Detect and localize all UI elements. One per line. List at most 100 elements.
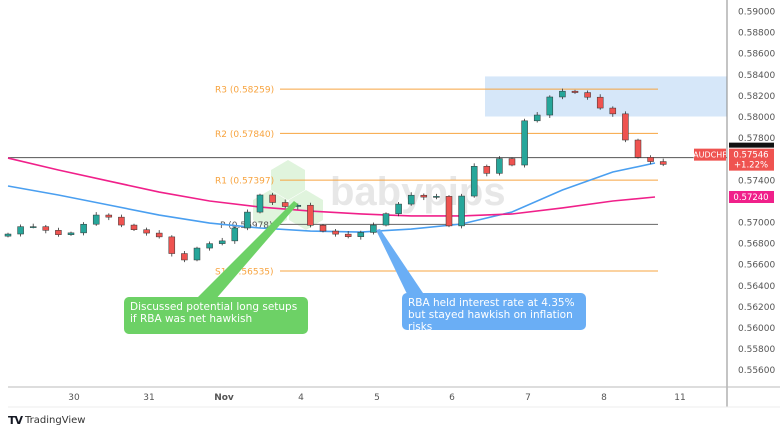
time-tick: 30: [68, 393, 80, 403]
price-tick: 0.58400: [738, 71, 775, 81]
candle-body: [609, 107, 617, 115]
price-tick: 0.56200: [738, 303, 775, 313]
candle-body: [407, 194, 415, 205]
candle-body: [521, 120, 528, 166]
time-tick: 8: [601, 393, 607, 403]
price-tick: 0.59000: [738, 8, 775, 18]
price-tick: 0.58200: [738, 92, 775, 102]
ma-price-badge: [729, 190, 774, 203]
resistance-zone: [485, 76, 727, 117]
candle-body: [596, 96, 604, 109]
candle-body: [647, 157, 654, 162]
candle-body: [244, 211, 251, 229]
candle-body: [634, 139, 642, 158]
annotation-green: Discussed potential long setups if RBA w…: [124, 297, 308, 334]
green-callout-pointer: [195, 201, 298, 300]
candle-body: [118, 216, 125, 226]
pivot-label: R3 (0.58259): [215, 86, 274, 96]
candle-body: [445, 196, 453, 227]
candle-body: [622, 113, 629, 141]
candle-body: [559, 90, 566, 98]
candle-body: [659, 161, 667, 165]
ma-price-label: 0.57240: [733, 193, 768, 203]
annotation-blue: RBA held interest rate at 4.35% but stay…: [402, 293, 586, 333]
candle-body: [344, 233, 352, 237]
candle-body: [483, 166, 491, 174]
candle-body: [533, 114, 541, 122]
price-tick: 0.57800: [738, 134, 775, 144]
candle-body: [92, 214, 100, 225]
moving-average-line: [7, 157, 656, 217]
price-tick: 0.56800: [738, 240, 775, 250]
candle-body: [281, 202, 289, 207]
candle-body: [433, 196, 440, 198]
candle-body: [130, 224, 138, 230]
candle-body: [206, 243, 213, 249]
candle-body: [181, 253, 188, 261]
candle-body: [143, 229, 150, 234]
symbol-label: AUDCHF: [693, 151, 727, 160]
tradingview-logo[interactable]: TV TradingView: [8, 414, 85, 427]
candle-body: [80, 223, 87, 234]
candle-body: [155, 232, 163, 238]
price-tick: 0.58600: [738, 50, 775, 60]
time-tick: 7: [525, 393, 531, 403]
last-price-label: 0.57546: [733, 151, 768, 161]
horizontal-line-label: [729, 142, 774, 148]
price-tick: 0.55800: [738, 345, 775, 355]
candle-body: [508, 158, 516, 166]
price-tick: 0.58800: [738, 29, 775, 39]
candle-body: [193, 247, 201, 261]
candle-body: [256, 194, 264, 213]
candle-body: [470, 166, 478, 197]
time-tick: 11: [674, 393, 685, 403]
candle-body: [382, 213, 390, 226]
candle-body: [319, 225, 327, 232]
candle-body: [370, 224, 377, 233]
candle-body: [55, 230, 62, 235]
candle-body: [395, 203, 402, 214]
price-tick: 0.56000: [738, 324, 775, 334]
candle-body: [357, 232, 365, 237]
symbol-badge: [694, 148, 726, 161]
candle-body: [168, 236, 176, 254]
candle-body: [218, 240, 226, 244]
candle-body: [105, 214, 113, 218]
time-tick: 6: [449, 393, 455, 403]
price-tick: 0.55600: [738, 366, 775, 376]
price-tick: 0.57400: [738, 176, 775, 186]
price-tick: 0.56400: [738, 282, 775, 292]
babypips-watermark: babypips: [253, 160, 506, 230]
time-tick: 4: [298, 393, 304, 403]
candle-body: [4, 233, 12, 237]
svg-text:babypips: babypips: [330, 170, 506, 214]
candle-body: [17, 226, 24, 235]
candle-body: [269, 194, 276, 203]
tradingview-icon: TV: [8, 414, 23, 427]
candle-body: [231, 227, 239, 242]
candle-body: [42, 226, 50, 231]
time-tick: Nov: [214, 393, 234, 403]
price-tick: 0.58000: [738, 113, 775, 123]
time-tick: 31: [143, 393, 154, 403]
candle-body: [420, 194, 428, 198]
pivot-label: R2 (0.57840): [215, 130, 274, 140]
pivot-label: R1 (0.57397): [215, 177, 274, 187]
candle-body: [29, 226, 37, 228]
tradingview-text: TradingView: [25, 415, 86, 426]
candle-body: [584, 92, 591, 98]
change-label: +1.22%: [734, 161, 768, 171]
candle-body: [67, 232, 75, 235]
last-price-badge: [729, 148, 774, 171]
price-tick: 0.57000: [738, 219, 775, 229]
pivot-label: S1 (0.56535): [215, 268, 274, 278]
candle-body: [458, 195, 465, 227]
candle-body: [571, 90, 579, 93]
time-tick: 5: [374, 393, 380, 403]
candle-body: [546, 96, 554, 116]
blue-callout-pointer: [376, 229, 425, 296]
price-tick: 0.56600: [738, 261, 775, 271]
candle-body: [496, 158, 503, 174]
candle-body: [307, 204, 314, 226]
